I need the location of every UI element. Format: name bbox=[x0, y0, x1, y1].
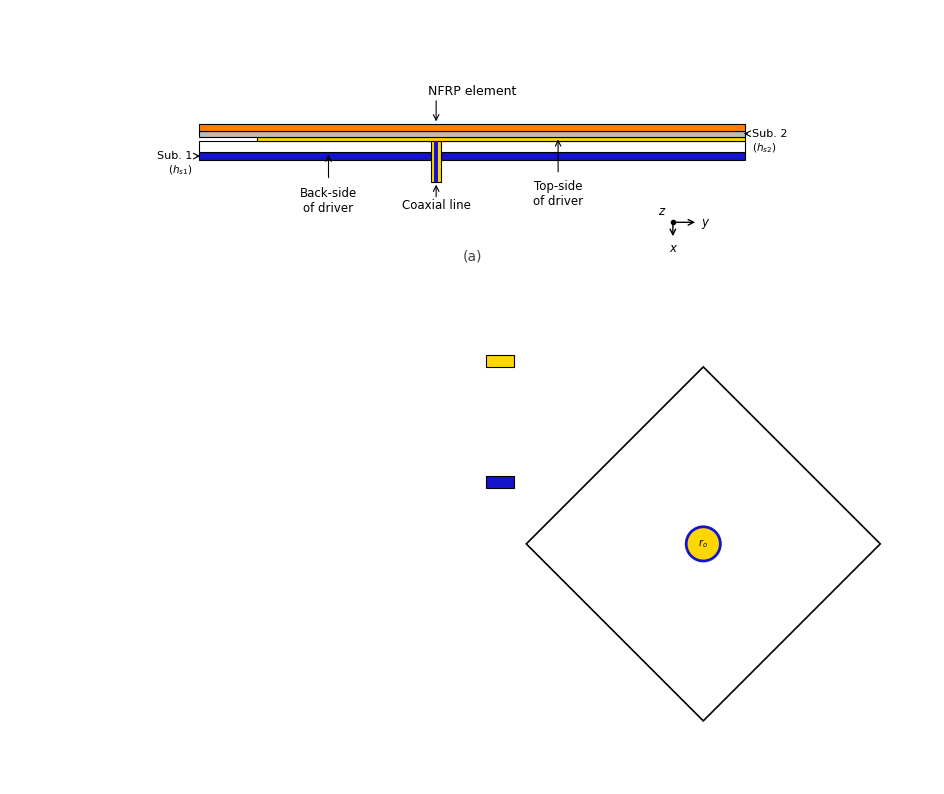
Text: Sub. 2: Sub. 2 bbox=[751, 129, 787, 139]
Bar bbox=[199, 152, 745, 160]
Text: NFRP element: NFRP element bbox=[428, 85, 516, 98]
Text: (b): (b) bbox=[231, 754, 250, 768]
Text: $W_p$: $W_p$ bbox=[406, 437, 423, 453]
Text: $W_{b1}$: $W_{b1}$ bbox=[146, 537, 168, 551]
Bar bbox=[434, 141, 438, 182]
Polygon shape bbox=[527, 367, 880, 721]
Text: $g_{i1}$: $g_{i1}$ bbox=[265, 602, 278, 615]
Polygon shape bbox=[527, 496, 558, 592]
Text: $W$: $W$ bbox=[878, 439, 891, 451]
Text: Top-side
of driver: Top-side of driver bbox=[533, 180, 583, 208]
Polygon shape bbox=[561, 578, 669, 687]
Circle shape bbox=[686, 526, 720, 561]
Text: Bottom side: Bottom side bbox=[522, 476, 589, 487]
Text: $W_{b2}$: $W_{b2}$ bbox=[814, 493, 836, 507]
Bar bbox=[199, 124, 745, 131]
Text: Top side: Top side bbox=[522, 356, 568, 366]
Text: y: y bbox=[701, 216, 709, 229]
Text: $(h_{s1})$: $(h_{s1})$ bbox=[168, 164, 193, 177]
Bar bbox=[486, 355, 514, 367]
Text: $L_{a2}$: $L_{a2}$ bbox=[62, 464, 80, 477]
PathPatch shape bbox=[472, 313, 935, 775]
Polygon shape bbox=[656, 689, 750, 720]
Text: $w_{s2}$: $w_{s2}$ bbox=[848, 616, 868, 628]
Bar bbox=[199, 141, 745, 152]
Text: z: z bbox=[658, 205, 665, 218]
Text: Sub. 1: Sub. 1 bbox=[157, 151, 193, 161]
Text: x: x bbox=[669, 242, 677, 256]
Text: $r_o$: $r_o$ bbox=[699, 538, 708, 550]
Text: $R_1$: $R_1$ bbox=[719, 588, 732, 602]
Bar bbox=[669, 367, 737, 721]
Polygon shape bbox=[656, 368, 750, 399]
Text: z: z bbox=[836, 719, 842, 729]
Text: z: z bbox=[374, 719, 379, 729]
Text: $L_{b1}$: $L_{b1}$ bbox=[289, 556, 307, 570]
Bar bbox=[527, 510, 880, 578]
Text: Coaxial line: Coaxial line bbox=[402, 199, 470, 213]
Bar bbox=[257, 137, 745, 141]
Text: $w_{i2}$: $w_{i2}$ bbox=[637, 607, 653, 619]
Text: (c): (c) bbox=[694, 754, 713, 768]
Bar bbox=[64, 510, 417, 578]
Text: Back-side
of driver: Back-side of driver bbox=[300, 187, 357, 214]
Text: x: x bbox=[382, 757, 389, 767]
Text: x: x bbox=[845, 757, 851, 767]
Polygon shape bbox=[135, 438, 207, 510]
Text: $(h_{s2})$: $(h_{s2})$ bbox=[751, 141, 776, 155]
Text: $W_r$: $W_r$ bbox=[652, 495, 667, 508]
Text: $L_{i2}$: $L_{i2}$ bbox=[730, 422, 744, 436]
Text: $g_{i2}$: $g_{i2}$ bbox=[728, 604, 741, 616]
Polygon shape bbox=[64, 367, 417, 721]
Text: $L_{b2}$: $L_{b2}$ bbox=[751, 562, 768, 576]
Polygon shape bbox=[849, 496, 880, 592]
Text: $w_{s1}$: $w_{s1}$ bbox=[385, 612, 405, 624]
Bar bbox=[431, 141, 441, 182]
Text: y: y bbox=[870, 730, 877, 740]
Text: $L_{i1}$: $L_{i1}$ bbox=[267, 495, 281, 510]
Polygon shape bbox=[275, 578, 346, 649]
Text: y: y bbox=[408, 730, 414, 740]
Polygon shape bbox=[737, 578, 846, 687]
Bar bbox=[207, 367, 275, 721]
Text: $L_{a1}$: $L_{a1}$ bbox=[188, 329, 205, 342]
Polygon shape bbox=[135, 578, 207, 649]
Text: (a): (a) bbox=[463, 249, 481, 264]
PathPatch shape bbox=[9, 313, 472, 775]
Polygon shape bbox=[737, 401, 846, 510]
Polygon shape bbox=[561, 401, 669, 510]
Text: $w_{i1}$: $w_{i1}$ bbox=[175, 603, 191, 615]
Polygon shape bbox=[101, 404, 380, 684]
Bar bbox=[486, 476, 514, 488]
Bar bbox=[199, 131, 745, 137]
Text: $L_a$: $L_a$ bbox=[474, 523, 486, 537]
Polygon shape bbox=[275, 438, 346, 510]
